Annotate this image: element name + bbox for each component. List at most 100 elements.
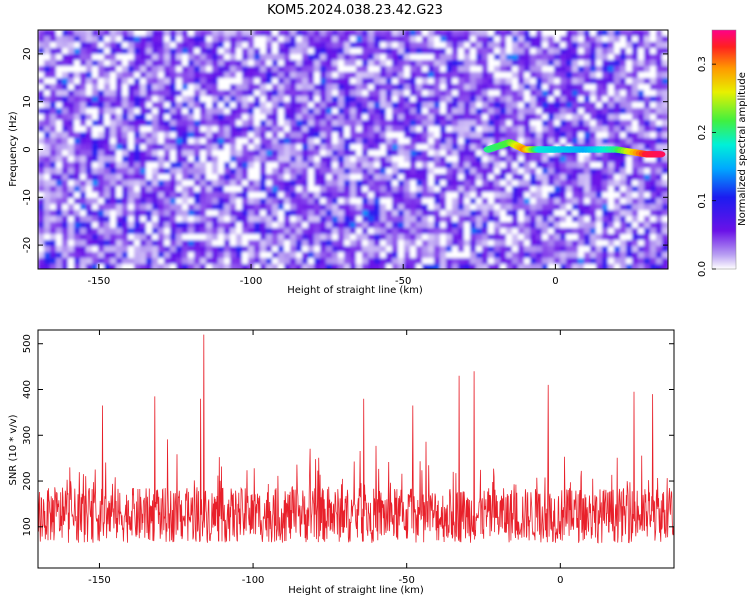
- heatmap-cell: [608, 186, 615, 193]
- heatmap-cell: [410, 210, 417, 217]
- heatmap-cell: [644, 168, 651, 175]
- heatmap-cell: [302, 264, 309, 269]
- heatmap-cell: [344, 246, 351, 253]
- heatmap-cell: [662, 180, 668, 187]
- heatmap-cell: [146, 30, 153, 37]
- heatmap-cell: [104, 150, 111, 157]
- heatmap-cell: [302, 102, 309, 109]
- heatmap-cell: [602, 60, 609, 67]
- heatmap-cell: [266, 258, 273, 265]
- heatmap-cell: [266, 240, 273, 247]
- heatmap-cell: [320, 192, 327, 199]
- heatmap-cell: [590, 54, 597, 61]
- heatmap-cell: [560, 228, 567, 235]
- heatmap-cell: [434, 168, 441, 175]
- heatmap-cell: [392, 102, 399, 109]
- heatmap-cell: [584, 36, 591, 43]
- heatmap-cell: [296, 240, 303, 247]
- heatmap-cell: [410, 138, 417, 145]
- heatmap-cell: [104, 234, 111, 241]
- heatmap-cell: [302, 30, 309, 37]
- heatmap-cell: [590, 204, 597, 211]
- heatmap-cell: [302, 198, 309, 205]
- heatmap-cell: [626, 174, 633, 181]
- heatmap-cell: [344, 264, 351, 269]
- heatmap-cell: [338, 78, 345, 85]
- heatmap-cell: [146, 246, 153, 253]
- heatmap-cell: [482, 174, 489, 181]
- heatmap-cell: [578, 258, 585, 265]
- heatmap-cell: [638, 180, 645, 187]
- heatmap-cell: [272, 72, 279, 79]
- heatmap-cell: [470, 120, 477, 127]
- heatmap-cell: [632, 180, 639, 187]
- heatmap-cell: [548, 72, 555, 79]
- heatmap-cell: [464, 180, 471, 187]
- heatmap-cell: [452, 126, 459, 133]
- heatmap-cell: [374, 120, 381, 127]
- heatmap-cell: [272, 96, 279, 103]
- heatmap-cell: [476, 102, 483, 109]
- heatmap-cell: [92, 126, 99, 133]
- heatmap-cell: [506, 78, 513, 85]
- heatmap-cell: [656, 60, 663, 67]
- heatmap-cell: [230, 180, 237, 187]
- heatmap-cell: [362, 240, 369, 247]
- heatmap-cell: [326, 240, 333, 247]
- heatmap-cell: [278, 60, 285, 67]
- heatmap-cell: [128, 216, 135, 223]
- heatmap-cell: [164, 264, 171, 269]
- heatmap-cell: [128, 222, 135, 229]
- heatmap-cell: [200, 84, 207, 91]
- heatmap-cell: [122, 120, 129, 127]
- heatmap-cell: [548, 234, 555, 241]
- heatmap-cell: [194, 60, 201, 67]
- heatmap-cell: [356, 30, 363, 37]
- heatmap-cell: [482, 120, 489, 127]
- heatmap-cell: [50, 216, 57, 223]
- heatmap-cell: [578, 168, 585, 175]
- heatmap-cell: [146, 90, 153, 97]
- heatmap-cell: [320, 60, 327, 67]
- heatmap-cell: [482, 72, 489, 79]
- heatmap-cell: [116, 186, 123, 193]
- heatmap-cell: [260, 138, 267, 145]
- heatmap-cell: [248, 186, 255, 193]
- heatmap-cell: [236, 222, 243, 229]
- heatmap-cell: [608, 60, 615, 67]
- heatmap-cell: [44, 36, 51, 43]
- heatmap-cell: [374, 192, 381, 199]
- heatmap-cell: [596, 264, 603, 269]
- heatmap-cell: [554, 96, 561, 103]
- heatmap-cell: [536, 84, 543, 91]
- heatmap-cell: [554, 114, 561, 121]
- heatmap-cell: [284, 90, 291, 97]
- heatmap-cell: [218, 180, 225, 187]
- heatmap-cell: [56, 54, 63, 61]
- heatmap-cell: [146, 222, 153, 229]
- heatmap-cell: [158, 228, 165, 235]
- heatmap-cell: [344, 252, 351, 259]
- heatmap-cell: [200, 138, 207, 145]
- heatmap-cell: [44, 102, 51, 109]
- heatmap-cell: [308, 198, 315, 205]
- heatmap-cell: [524, 96, 531, 103]
- heatmap-cell: [404, 138, 411, 145]
- heatmap-cell: [632, 168, 639, 175]
- heatmap-cell: [200, 168, 207, 175]
- heatmap-cell: [50, 264, 57, 269]
- heatmap-cell: [218, 36, 225, 43]
- heatmap-cell: [218, 168, 225, 175]
- heatmap-cell: [464, 234, 471, 241]
- heatmap-cell: [656, 180, 663, 187]
- heatmap-cell: [434, 120, 441, 127]
- heatmap-cell: [206, 36, 213, 43]
- heatmap-cell: [542, 102, 549, 109]
- heatmap-cell: [92, 246, 99, 253]
- heatmap-cell: [218, 198, 225, 205]
- heatmap-cell: [464, 258, 471, 265]
- heatmap-cell: [176, 144, 183, 151]
- heatmap-cell: [320, 162, 327, 169]
- heatmap-cell: [476, 120, 483, 127]
- heatmap-cell: [260, 174, 267, 181]
